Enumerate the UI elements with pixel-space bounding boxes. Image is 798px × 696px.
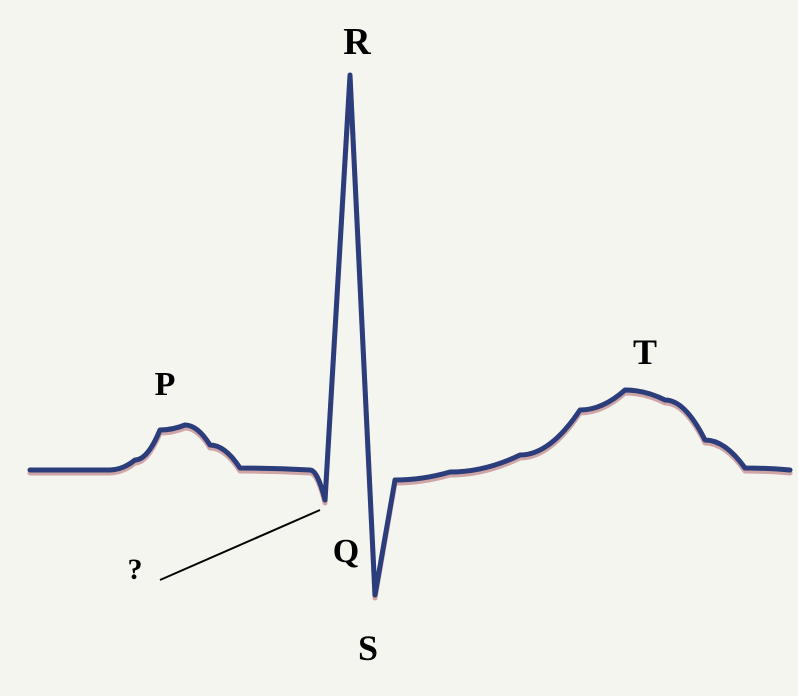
question-mark: ? — [128, 553, 143, 587]
ecg-diagram — [0, 0, 798, 696]
ecg-svg — [0, 0, 798, 696]
label-r-wave: R — [343, 20, 370, 64]
pointer-line — [160, 510, 320, 580]
label-q-wave: Q — [333, 533, 359, 571]
ecg-trace — [30, 75, 790, 595]
label-t-wave: T — [633, 331, 657, 373]
label-p-wave: P — [155, 366, 176, 404]
label-s-wave: S — [358, 627, 378, 669]
ecg-trace-shadow — [30, 78, 790, 598]
